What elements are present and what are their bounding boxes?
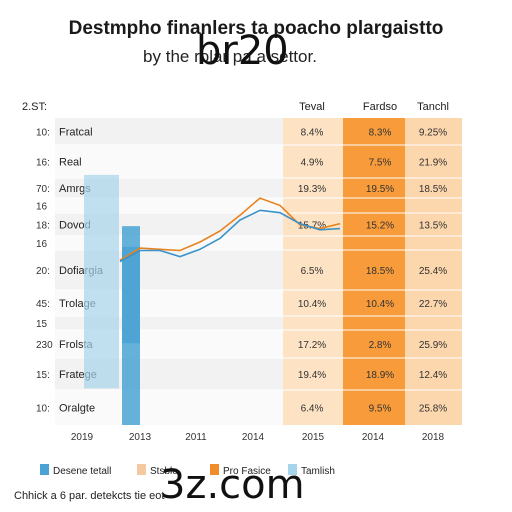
column-header: Tanchl (417, 101, 449, 113)
legend-label: Desene tetall (53, 466, 111, 477)
cell-value: 9.25% (419, 128, 447, 139)
cell-value: 6.5% (301, 266, 324, 277)
legend-label: Pro Fasice (223, 466, 271, 477)
legend-label: Stsble (150, 466, 178, 477)
cell-value: 15.7% (298, 221, 326, 232)
row-tick-label: 20: (36, 266, 50, 277)
series-line (119, 209, 341, 263)
row-label: Fratcal (59, 127, 93, 139)
bar (84, 174, 119, 389)
x-tick-label: 2013 (129, 432, 152, 443)
cell-value: 25.8% (419, 404, 447, 415)
row-label: Real (59, 157, 82, 169)
legend-swatch (137, 464, 146, 475)
x-tick-label: 2011 (185, 432, 207, 443)
row-tick-label: 70: (36, 184, 50, 195)
row-tick-label: 45: (36, 299, 50, 310)
row-tick-label: 230 (36, 340, 53, 351)
cell-value: 18.9% (366, 370, 394, 381)
x-tick-label: 2019 (71, 432, 94, 443)
cell-value: 9.5% (369, 404, 392, 415)
cell-value: 2.8% (369, 340, 392, 351)
row-tick-label: 16 (36, 202, 48, 213)
row-tick-label: 15: (36, 370, 50, 381)
row-tick-label: 16: (36, 158, 50, 169)
column-header: Teval (299, 101, 325, 113)
cell-value: 18.5% (419, 184, 447, 195)
chart-subtitle: by the rolar pa a settor. (143, 47, 317, 66)
x-tick-label: 2014 (362, 432, 385, 443)
chart-title: Destmpho finanlers ta poacho plargaistto (68, 18, 444, 39)
row-tick-label: 10: (36, 128, 50, 139)
legend-swatch (288, 464, 297, 475)
cell-value: 19.3% (298, 184, 326, 195)
column-band-tanchl (405, 118, 462, 425)
row-tick-label: 15 (36, 319, 48, 330)
cell-value: 18.5% (366, 266, 394, 277)
legend-swatch (40, 464, 49, 475)
row-tick-label: 18: (36, 221, 50, 232)
cell-value: 7.5% (369, 158, 392, 169)
cell-value: 19.4% (298, 370, 326, 381)
legend-label: Tamlish (301, 466, 335, 477)
footer-note: Chhick a 6 par. detekcts tie eot (14, 490, 165, 502)
row-label: Oralgte (59, 403, 95, 415)
row-tick-label: 16 (36, 239, 48, 250)
watermark-top: br20 (196, 28, 289, 74)
cell-value: 25.9% (419, 340, 447, 351)
x-tick-label: 2015 (302, 432, 325, 443)
cell-value: 22.7% (419, 299, 447, 310)
row-label: Amrgs (59, 183, 91, 195)
bar (122, 246, 140, 425)
cell-value: 8.3% (369, 128, 392, 139)
legend-swatch (210, 464, 219, 475)
cell-value: 25.4% (419, 266, 447, 277)
row-shade (55, 118, 283, 145)
cell-value: 12.4% (419, 370, 447, 381)
row-tick-label: 10: (36, 404, 50, 415)
cell-value: 10.4% (298, 299, 326, 310)
cell-value: 8.4% (301, 128, 324, 139)
cell-value: 21.9% (419, 158, 447, 169)
cell-value: 17.2% (298, 340, 326, 351)
cell-value: 10.4% (366, 299, 394, 310)
row-label: Dovod (59, 220, 91, 232)
cell-value: 15.2% (366, 221, 394, 232)
cell-value: 19.5% (366, 184, 394, 195)
x-tick-label: 2018 (422, 432, 445, 443)
watermark-bottom: 3z.com (160, 462, 305, 508)
cell-value: 13.5% (419, 221, 447, 232)
corner-label: 2.ST: (22, 101, 47, 113)
cell-value: 6.4% (301, 404, 324, 415)
x-tick-label: 2014 (242, 432, 265, 443)
cell-value: 4.9% (301, 158, 324, 169)
column-band-fardso (343, 118, 405, 425)
column-header: Fardso (363, 101, 397, 113)
column-band-teval (283, 118, 343, 425)
